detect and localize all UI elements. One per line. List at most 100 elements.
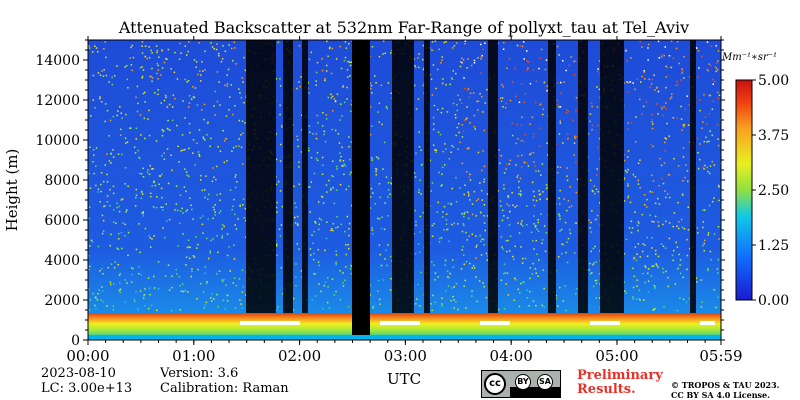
speckle [222, 130, 224, 132]
speckle [126, 141, 129, 143]
speckle [371, 46, 374, 48]
speckle [179, 285, 181, 287]
speckle [541, 239, 544, 241]
speckle [463, 285, 465, 287]
speckle [116, 206, 118, 209]
pbl-top-white [700, 321, 715, 325]
speckle [163, 158, 166, 160]
speckle [647, 272, 649, 275]
speckle [475, 215, 477, 217]
speckle [676, 117, 678, 119]
speckle [314, 272, 317, 275]
speckle [547, 154, 549, 156]
speckle [638, 298, 641, 300]
speckle [228, 246, 230, 248]
speckle [660, 56, 663, 58]
speckle [168, 103, 171, 106]
speckle [532, 190, 535, 193]
speckle [242, 163, 244, 165]
speckle [108, 135, 110, 137]
speckle [171, 286, 173, 289]
speckle [369, 207, 372, 209]
speckle [233, 198, 235, 201]
speckle [141, 45, 143, 47]
speckle [387, 196, 389, 198]
speckle [182, 233, 184, 235]
speckle [639, 159, 641, 161]
speckle [279, 85, 282, 87]
speckle [112, 156, 115, 158]
speckle [350, 103, 353, 106]
speckle [219, 104, 221, 106]
speckle [349, 75, 351, 77]
speckle [446, 228, 448, 231]
speckle [223, 225, 225, 228]
speckle [707, 170, 709, 173]
speckle [181, 283, 184, 285]
speckle [477, 151, 480, 154]
speckle [328, 179, 330, 182]
speckle [212, 206, 215, 209]
speckle [442, 211, 444, 213]
speckle [121, 247, 123, 250]
speckle [565, 251, 567, 254]
speckle [414, 66, 417, 69]
speckle [422, 44, 425, 47]
speckle [223, 140, 226, 142]
speckle [215, 165, 218, 168]
speckle [187, 291, 189, 293]
speckle [351, 265, 353, 268]
speckle [532, 300, 535, 302]
speckle [518, 186, 520, 189]
speckle [438, 241, 441, 243]
speckle [420, 193, 422, 195]
speckle [715, 70, 717, 73]
speckle [465, 231, 467, 234]
gap-column [578, 40, 588, 314]
speckle [188, 102, 191, 104]
speckle [276, 211, 278, 213]
speckle [446, 270, 449, 273]
speckle [595, 218, 597, 221]
speckle [662, 182, 665, 185]
speckle [655, 253, 657, 255]
speckle [332, 223, 335, 225]
speckle [342, 285, 345, 287]
speckle [713, 197, 715, 199]
speckle [292, 297, 295, 300]
speckle [350, 171, 352, 174]
speckle [675, 47, 678, 50]
speckle [475, 257, 477, 259]
speckle [202, 137, 205, 140]
speckle [102, 75, 105, 77]
speckle [347, 306, 350, 308]
speckle [570, 205, 573, 207]
speckle [591, 272, 593, 274]
speckle [638, 289, 641, 292]
speckle [642, 272, 644, 275]
speckle [594, 192, 596, 195]
speckle [218, 55, 220, 57]
speckle [216, 235, 218, 237]
speckle [118, 274, 121, 277]
speckle [98, 289, 100, 291]
speckle [521, 154, 523, 157]
speckle [101, 214, 104, 217]
speckle [117, 233, 120, 235]
speckle [649, 86, 651, 88]
speckle [682, 180, 684, 182]
speckle [708, 113, 710, 115]
speckle [317, 122, 319, 124]
speckle [187, 80, 190, 82]
speckle [125, 65, 128, 67]
speckle [660, 164, 663, 167]
speckle [138, 272, 140, 275]
speckle [296, 87, 298, 90]
speckle [595, 297, 597, 299]
speckle [431, 309, 433, 312]
speckle [505, 283, 507, 285]
speckle [717, 60, 719, 62]
speckle [559, 203, 561, 205]
speckle [227, 68, 230, 71]
speckle [124, 183, 126, 185]
